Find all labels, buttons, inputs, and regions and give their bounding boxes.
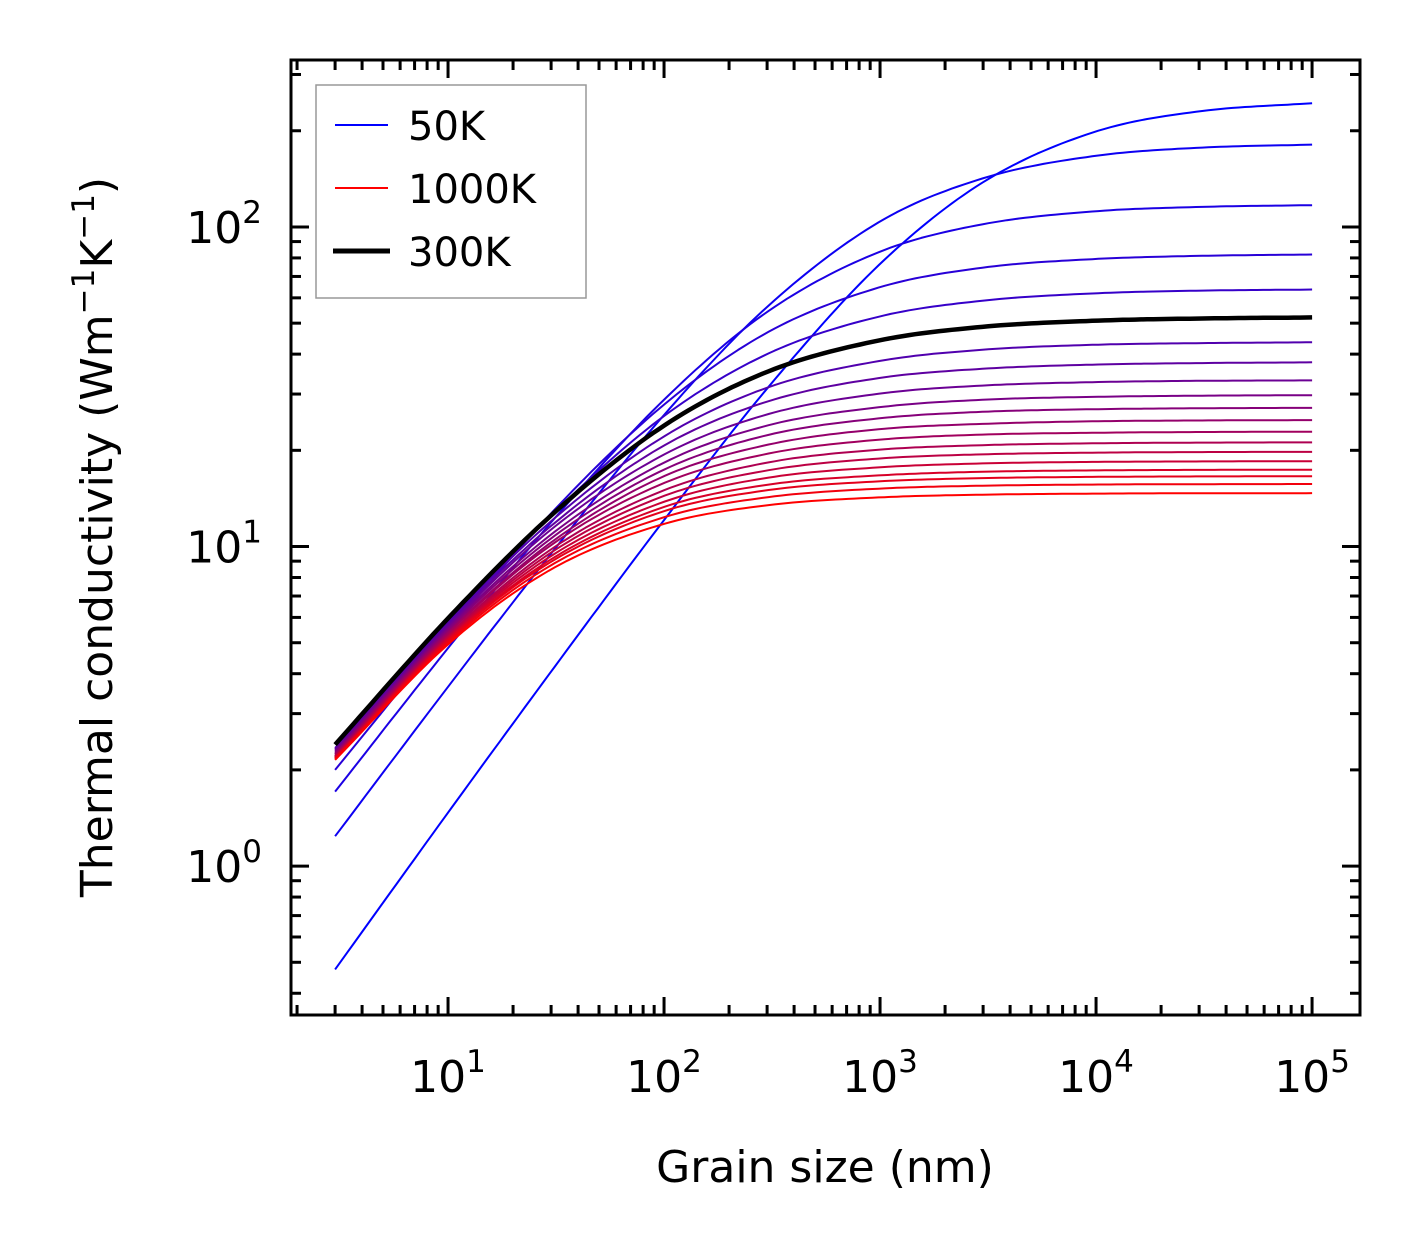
x-axis-title: Grain size (nm) (656, 1142, 994, 1193)
curve-900k (334, 475, 1313, 760)
curve-350k (334, 341, 1313, 749)
curve-650k (334, 430, 1313, 756)
y-tick-label: 100 (186, 834, 262, 893)
legend-label-300k: 300K (408, 230, 512, 276)
y-axis-title-main: Thermal conductivity (Wm (72, 314, 123, 898)
y-tick-labels: 100 101 102 (186, 195, 262, 893)
curve-600k (334, 419, 1313, 755)
legend-label-50k: 50K (408, 104, 487, 150)
curve-850k (334, 468, 1313, 759)
curve-450k (334, 379, 1313, 752)
y-axis-title: Thermal conductivity (Wm−1K−1) (66, 177, 123, 898)
curve-750k (334, 450, 1313, 758)
y-tick-label: 101 (186, 515, 262, 574)
curve-500k (334, 394, 1313, 753)
legend-box (315, 84, 587, 299)
y-axis-title-exp1: −1 (66, 269, 102, 315)
y-axis-title-close: ) (72, 177, 123, 194)
plot-frame (289, 58, 1362, 1017)
curve-950k (334, 483, 1313, 760)
x-tick-label: 103 (842, 1044, 918, 1103)
curve-300k (333, 315, 1313, 747)
x-tick-label: 101 (410, 1044, 486, 1103)
legend: 50K 1000K 300K (315, 84, 587, 299)
x-tick-labels: 101 102 103 104 105 (410, 1044, 1350, 1103)
y-axis-title-exp2: −1 (66, 194, 102, 240)
curve-700k (334, 441, 1313, 757)
x-tick-label: 104 (1058, 1044, 1134, 1103)
x-tick-label: 102 (626, 1044, 702, 1103)
y-axis-title-k: K (72, 239, 123, 269)
curve-100k (334, 143, 1313, 837)
curve-1000k (334, 492, 1313, 761)
curve-800k (334, 460, 1313, 758)
x-tick-label: 105 (1274, 1044, 1350, 1103)
curve-550k (334, 406, 1313, 754)
curves-group (333, 102, 1313, 970)
curve-50k (334, 102, 1313, 970)
y-tick-label: 102 (186, 195, 262, 254)
curve-250k (334, 288, 1313, 758)
axis-ticks (291, 60, 1360, 1015)
legend-label-1000k: 1000K (408, 167, 538, 213)
curve-400k (334, 361, 1313, 750)
